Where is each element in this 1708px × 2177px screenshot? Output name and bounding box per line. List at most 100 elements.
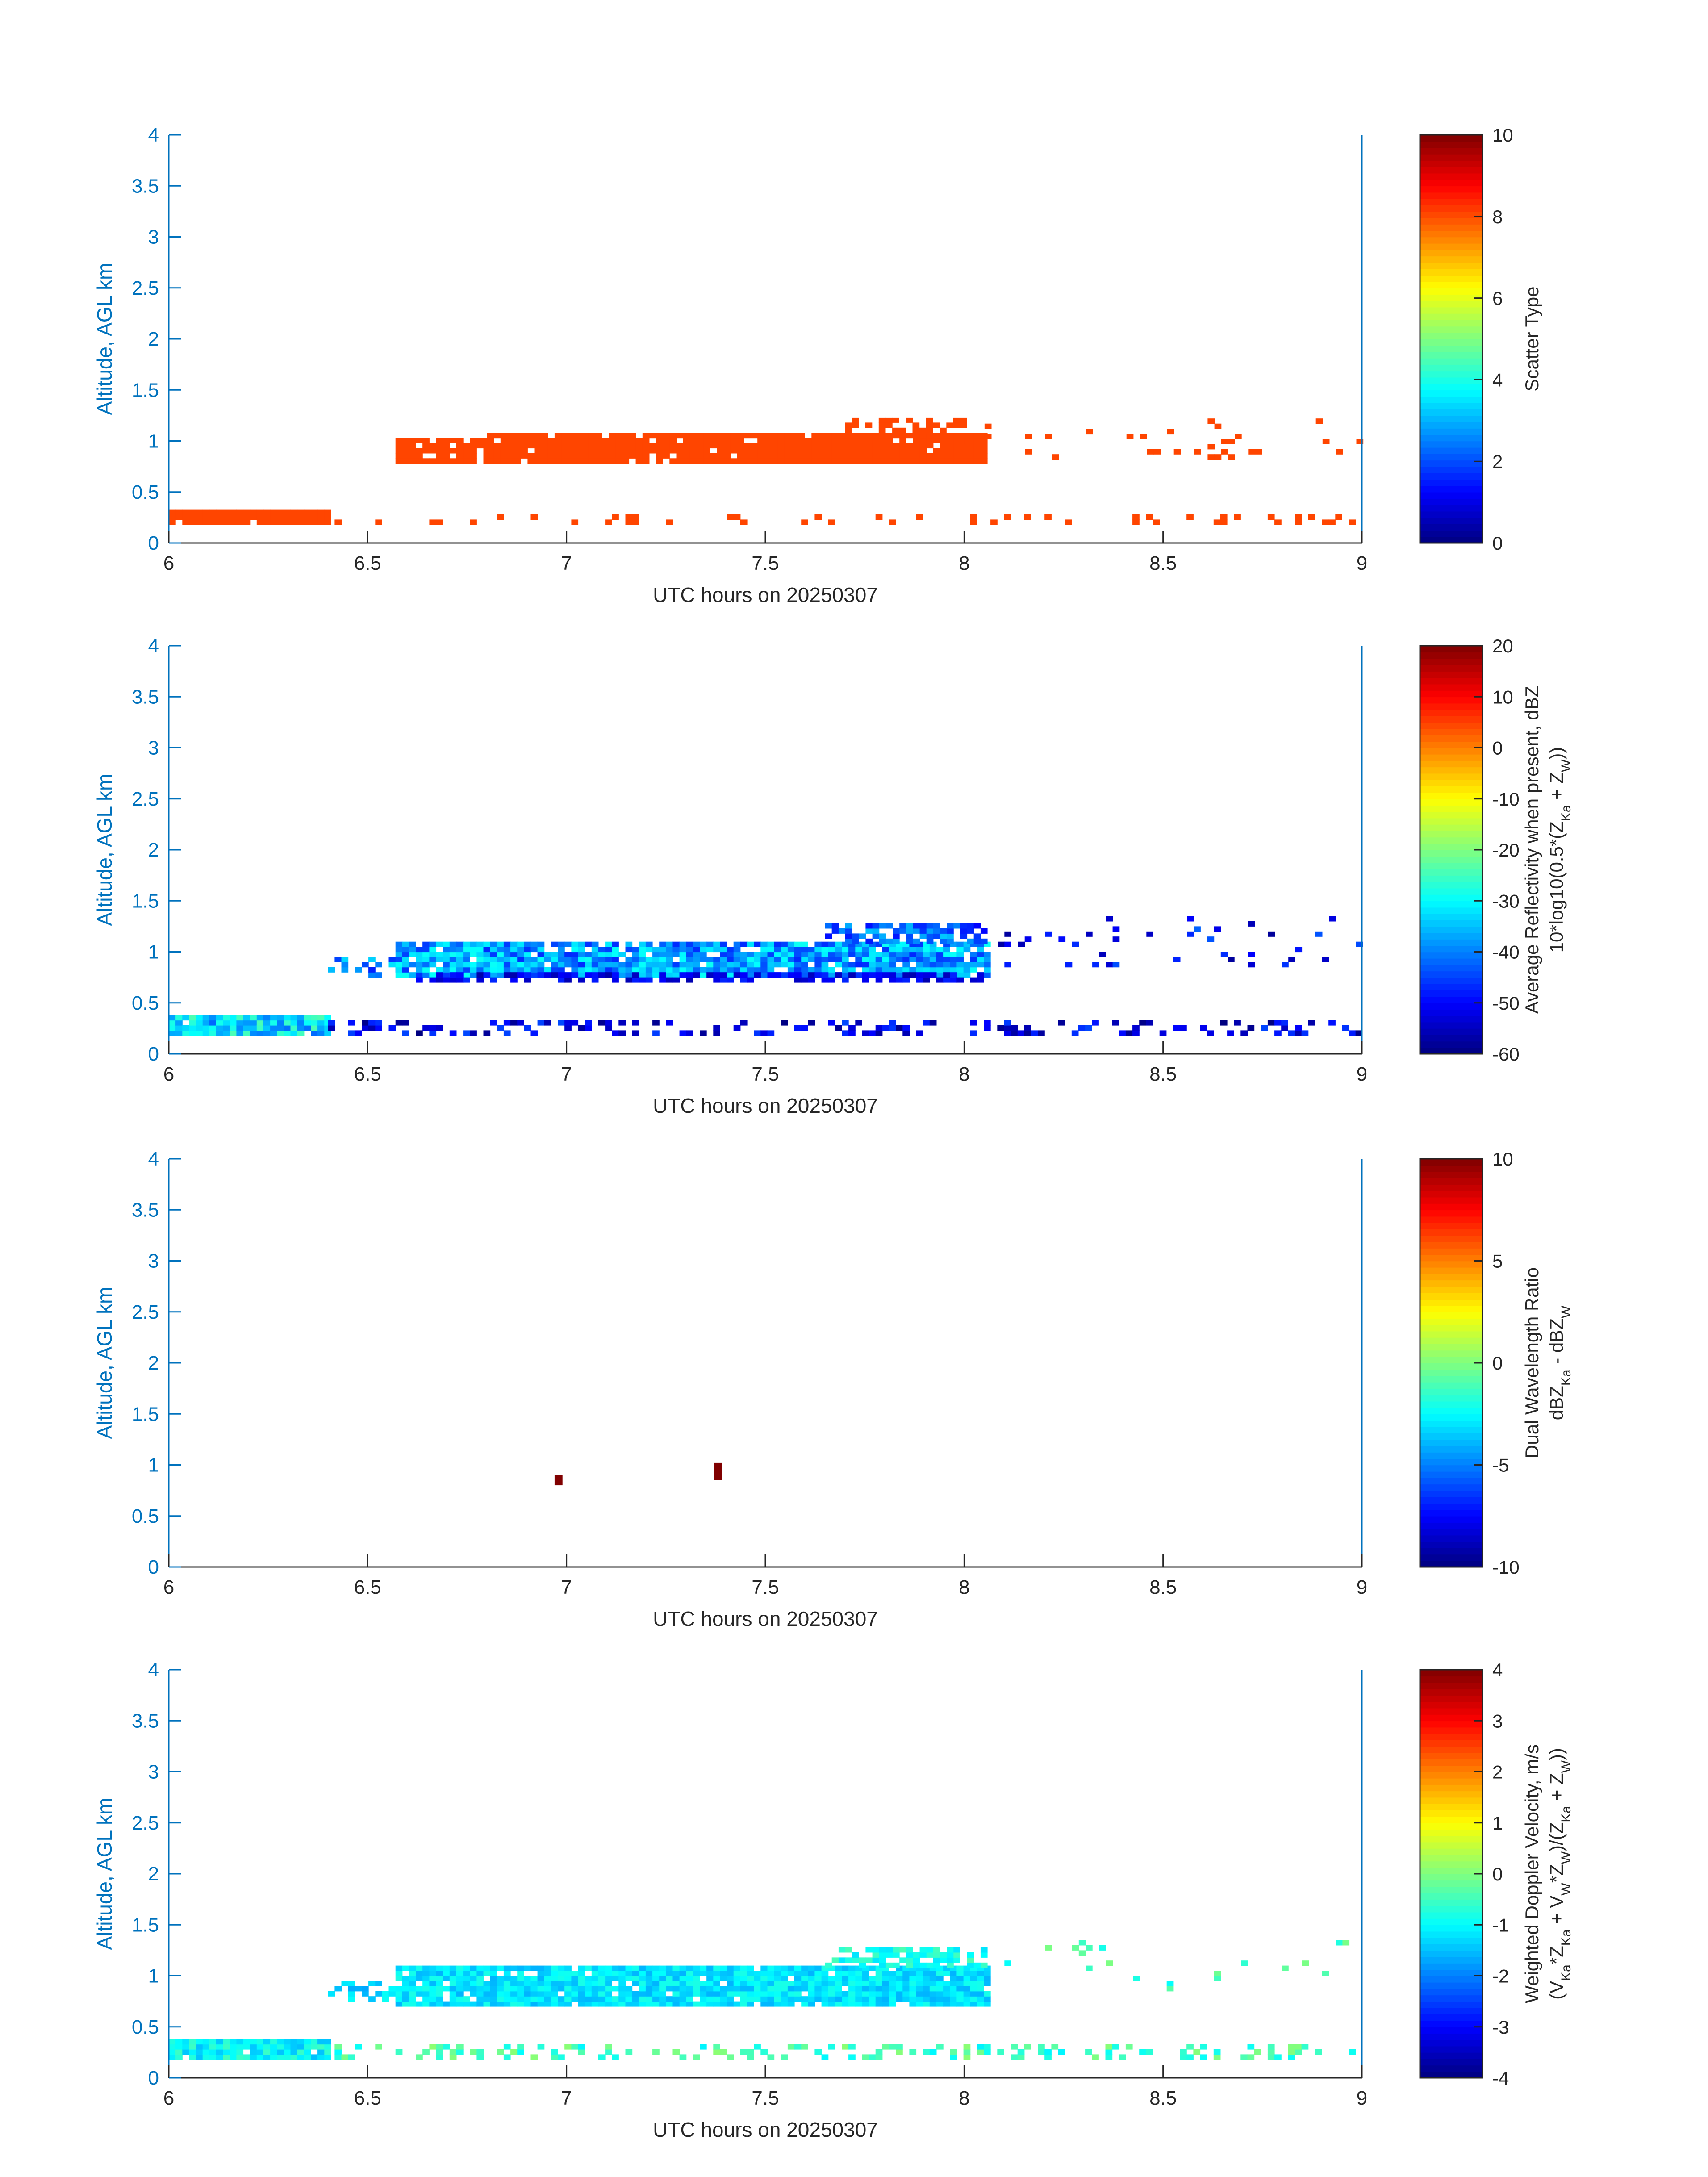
data-cell [581, 438, 589, 443]
data-cell [311, 2044, 318, 2050]
data-cell [980, 443, 988, 449]
data-cell [967, 1957, 974, 1963]
data-cell [754, 952, 761, 957]
data-cell [554, 443, 562, 449]
colorbar-tick-label: 10 [1492, 686, 1513, 707]
data-cell [720, 957, 727, 962]
colorbar-segment [1420, 920, 1482, 927]
data-cell [639, 947, 646, 953]
data-cell [848, 1981, 856, 1986]
data-cell [713, 1976, 720, 1981]
data-cell [747, 941, 754, 947]
data-cell [547, 453, 555, 459]
data-cell [541, 453, 548, 459]
data-cell [953, 453, 960, 459]
data-cell [476, 1996, 484, 2002]
colorbar-label-formula: dBZKa - dBZW [1546, 1305, 1574, 1420]
data-cell [612, 1030, 619, 1036]
data-cell [297, 519, 305, 525]
data-cell [703, 438, 710, 443]
data-cell [544, 967, 551, 973]
data-cell [967, 1952, 974, 1958]
data-cell [875, 972, 883, 978]
data-cell [953, 438, 960, 443]
data-cell [926, 433, 934, 439]
data-cell [774, 947, 781, 953]
data-cell [936, 1981, 944, 1986]
data-cell [284, 1030, 291, 1036]
data-cell [456, 458, 464, 464]
data-cell [605, 1020, 612, 1026]
data-cell [355, 967, 362, 973]
data-cell [679, 1976, 687, 1981]
colorbar-label: Average Reflectivity when present, dBZ [1521, 686, 1542, 1014]
data-cell [645, 962, 653, 968]
x-tick-label: 8.5 [1149, 1063, 1177, 1085]
data-cell [889, 1020, 896, 1026]
data-cell [476, 1981, 484, 1986]
data-cell [517, 957, 524, 962]
data-cell [845, 438, 852, 443]
data-cell [693, 952, 700, 957]
data-cell [388, 1991, 396, 1997]
data-cell [940, 427, 947, 433]
data-cell [1228, 439, 1235, 444]
colorbar-segment [1420, 1439, 1482, 1446]
data-cell [693, 1971, 700, 1976]
data-cell [828, 1986, 835, 1992]
data-cell [717, 443, 724, 449]
data-cell [693, 1991, 700, 1997]
data-cell [672, 1981, 680, 1986]
data-cell [436, 957, 443, 962]
data-cell [1173, 1025, 1180, 1031]
data-cell [547, 458, 555, 464]
data-cell [510, 2001, 518, 2007]
data-cell [341, 1981, 349, 1986]
data-cell [436, 1981, 443, 1986]
data-cell [297, 2039, 305, 2045]
data-cell [605, 957, 612, 962]
data-cell [348, 1030, 355, 1036]
data-cell [517, 2044, 524, 2050]
data-cell [476, 972, 484, 978]
colorbar-segment [1420, 1446, 1482, 1453]
data-cell [1281, 1020, 1288, 1026]
data-cell [1308, 514, 1315, 520]
data-cell [375, 1025, 382, 1031]
data-cell [250, 2044, 257, 2050]
data-cell [855, 2001, 862, 2007]
data-cell [814, 967, 822, 973]
data-cell [324, 2039, 331, 2045]
data-cell [967, 458, 974, 464]
data-cell [625, 972, 633, 978]
colorbar-segment [1420, 1496, 1482, 1504]
data-cell [1207, 454, 1215, 460]
data-cell [909, 1996, 917, 2002]
data-cell [463, 1996, 470, 2002]
data-cell [984, 1025, 991, 1031]
data-cell [666, 1976, 673, 1981]
colorbar-segment [1420, 716, 1482, 723]
colorbar-segment [1420, 371, 1482, 378]
data-cell [598, 952, 606, 957]
data-cell [727, 1991, 734, 1997]
data-cell [476, 1986, 484, 1992]
data-cell [436, 2001, 443, 2007]
data-cell [243, 2054, 251, 2060]
data-cell [470, 962, 477, 968]
data-cell [896, 977, 903, 983]
colorbar-tick-label: -30 [1492, 890, 1520, 911]
data-cell [476, 443, 484, 449]
data-cell [933, 433, 940, 439]
data-cell [503, 952, 511, 957]
data-cell [1349, 1030, 1356, 1036]
data-cell [963, 962, 971, 968]
data-cell [290, 519, 298, 525]
data-cell [547, 438, 555, 443]
data-cell [368, 957, 376, 962]
data-cell [656, 438, 663, 443]
y-tick-label: 1 [148, 430, 159, 452]
data-cell [791, 458, 798, 464]
data-cell [311, 2039, 318, 2045]
